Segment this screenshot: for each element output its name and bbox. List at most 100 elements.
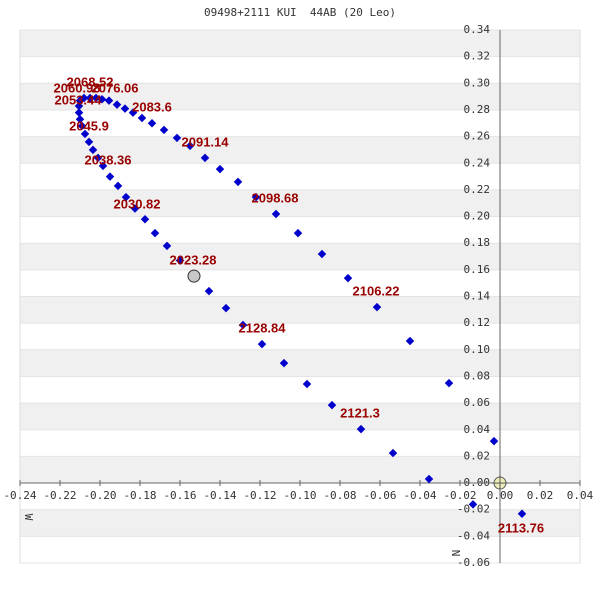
y-tick-label: 0.04: [464, 423, 491, 436]
orbit-point: [75, 115, 85, 124]
orbit-point: [293, 228, 303, 238]
y-tick-label: 0.22: [464, 183, 491, 196]
epoch-label: 2083.6: [132, 100, 172, 115]
orbit-point: [215, 164, 225, 174]
x-tick-label: -0.06: [363, 489, 396, 502]
orbit-point: [128, 108, 138, 117]
orbit-point: [137, 113, 147, 123]
orbit-point: [172, 133, 182, 143]
orbit-point: [317, 249, 327, 259]
band: [20, 403, 580, 430]
orbit-point: [120, 104, 130, 113]
orbit-point: [343, 273, 353, 283]
orbit-point: [238, 320, 248, 330]
epoch-label: 2113.76: [498, 520, 544, 535]
y-tick-label: 0.08: [464, 369, 491, 382]
y-tick-label: 0.06: [464, 396, 491, 409]
orbit-point: [424, 474, 434, 484]
epoch-label: 2121.3: [340, 405, 380, 420]
orbit-point: [77, 121, 87, 131]
orbit-point: [251, 192, 261, 202]
orbit-point: [372, 302, 382, 312]
x-tick-label: -0.20: [83, 489, 116, 502]
orbit-point: [98, 161, 108, 171]
x-tick-label: -0.10: [283, 489, 316, 502]
y-tick-label: 0.02: [464, 449, 491, 462]
orbit-point: [517, 509, 527, 518]
epoch-label: 2030.82: [114, 197, 161, 212]
epoch-label: 2023.28: [170, 252, 217, 267]
x-tick-label: -0.22: [43, 489, 76, 502]
y-tick-label: 0.34: [464, 23, 491, 36]
orbit-point: [93, 153, 103, 163]
y-tick-label: 0.16: [464, 263, 491, 276]
epoch-label: 2068.52: [67, 75, 114, 90]
x-axis-label: W: [22, 514, 35, 521]
band: [20, 349, 580, 377]
y-tick-label: 0.18: [464, 236, 491, 249]
x-tick-label: -0.12: [243, 489, 276, 502]
orbit-point: [80, 129, 90, 139]
epoch-label: 2091.14: [182, 134, 230, 149]
orbit-point: [147, 119, 157, 128]
orbit-point: [444, 378, 454, 388]
orbit-point: [74, 101, 84, 111]
epoch-label: 2106.22: [353, 284, 400, 299]
y-tick-label: 0.14: [464, 290, 491, 303]
orbit-point: [185, 141, 195, 151]
x-tick-label: -0.14: [203, 489, 236, 502]
orbit-point: [327, 400, 337, 410]
band: [20, 30, 580, 57]
orbit-point: [162, 241, 172, 251]
orbit-point: [105, 172, 115, 181]
band: [20, 243, 580, 270]
orbit-point: [468, 500, 478, 509]
y-tick-label: 0.12: [464, 316, 491, 329]
orbit-point: [159, 125, 169, 135]
orbit-point: [84, 137, 94, 147]
x-tick-label: -0.04: [403, 489, 436, 502]
band: [20, 136, 580, 164]
orbit-point: [200, 153, 210, 163]
y-tick-label: 0.32: [464, 50, 491, 63]
x-tick-label: -0.16: [163, 489, 196, 502]
orbit-point: [88, 145, 98, 155]
orbit-point: [79, 93, 89, 103]
epoch-label: 2053.44: [55, 92, 103, 107]
y-tick-label: 0.10: [464, 343, 491, 356]
chart-title: 09498+2111 KUI 44AB (20 Leo): [204, 6, 396, 19]
orbit-point: [150, 228, 160, 238]
epoch-label: 2060.98: [54, 80, 101, 95]
y-tick-label: -0.06: [457, 556, 490, 569]
epoch-label: 2076.06: [92, 80, 139, 95]
y-tick-label: 0.24: [464, 156, 491, 169]
orbit-point: [140, 214, 150, 224]
orbit-point: [104, 96, 114, 105]
orbit-point: [91, 93, 101, 103]
orbit-point: [175, 256, 185, 265]
band: [20, 456, 580, 484]
y-tick-label: -0.02: [457, 503, 490, 516]
orbit-point: [489, 436, 499, 446]
orbit-point: [121, 192, 131, 202]
orbit-point: [204, 286, 214, 296]
current-position: [187, 269, 201, 283]
band: [20, 83, 580, 110]
orbit-point: [279, 358, 289, 368]
orbit-point: [112, 100, 122, 109]
orbit-point: [388, 448, 398, 458]
orbit-point: [302, 379, 312, 389]
epoch-label: 2098.68: [252, 191, 299, 206]
orbit-point: [405, 336, 415, 346]
x-tick-label: 0.02: [527, 489, 554, 502]
orbit-point: [113, 181, 123, 191]
orbit-point: [97, 95, 107, 104]
orbit-point: [130, 204, 140, 213]
orbit-point: [74, 108, 84, 117]
orbit-point: [257, 339, 267, 349]
orbit-point: [271, 209, 281, 219]
y-tick-label: 0.28: [464, 103, 491, 116]
x-tick-label: -0.18: [123, 489, 156, 502]
orbit-point: [356, 424, 366, 434]
